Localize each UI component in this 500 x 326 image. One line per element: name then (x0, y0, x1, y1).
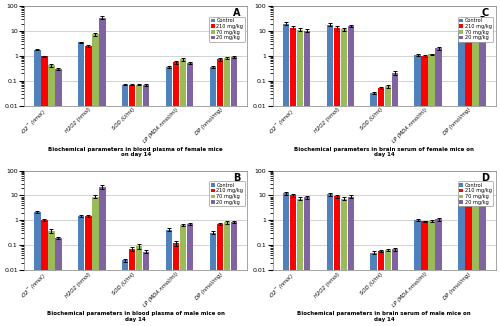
Bar (216, 224, 223, 326)
Bar (414, 220, 421, 326)
Bar (41, 56, 48, 326)
Bar (334, 196, 340, 326)
Bar (166, 67, 172, 326)
Text: B: B (233, 172, 240, 183)
Bar (78, 216, 84, 326)
Bar (34, 50, 40, 326)
Bar (326, 25, 333, 326)
Bar (428, 221, 435, 326)
Bar (472, 31, 478, 326)
Bar (326, 194, 333, 326)
Bar (378, 251, 384, 326)
Bar (187, 224, 193, 326)
Bar (92, 34, 98, 326)
Bar (230, 222, 237, 326)
Bar (290, 28, 296, 326)
Bar (180, 225, 186, 326)
X-axis label: Biochemical parameters in brain serum of female mice on
day 14: Biochemical parameters in brain serum of… (294, 147, 474, 157)
Bar (479, 18, 486, 326)
Bar (392, 73, 398, 326)
Bar (465, 31, 471, 326)
Bar (122, 85, 128, 326)
Legend: Control, 210 mg/kg, 70 mg/kg, 20 mg/kg: Control, 210 mg/kg, 70 mg/kg, 20 mg/kg (458, 181, 494, 206)
Bar (99, 18, 105, 326)
Bar (414, 55, 421, 326)
Text: D: D (481, 172, 489, 183)
Bar (55, 238, 62, 326)
Bar (297, 30, 304, 326)
Bar (85, 46, 91, 326)
X-axis label: Biochemical parameters in blood plasma of male mice on
day 14: Biochemical parameters in blood plasma o… (46, 311, 224, 322)
Legend: Control, 210 mg/kg, 70 mg/kg, 20 mg/kg: Control, 210 mg/kg, 70 mg/kg, 20 mg/kg (210, 181, 244, 206)
Bar (283, 23, 290, 326)
Bar (422, 56, 428, 326)
Bar (210, 233, 216, 326)
Bar (348, 26, 354, 326)
Bar (99, 187, 105, 326)
Bar (378, 88, 384, 326)
Bar (370, 253, 377, 326)
Bar (41, 220, 48, 326)
Bar (297, 199, 304, 326)
Bar (92, 197, 98, 326)
Bar (224, 222, 230, 326)
X-axis label: Biochemical parameters in blood plasma of female mice
on day 14: Biochemical parameters in blood plasma o… (48, 147, 223, 157)
Legend: Control, 210 mg/kg, 70 mg/kg, 20 mg/kg: Control, 210 mg/kg, 70 mg/kg, 20 mg/kg (210, 17, 244, 42)
Bar (172, 243, 179, 326)
Bar (166, 230, 172, 326)
Bar (136, 85, 142, 326)
Bar (85, 216, 91, 326)
Bar (384, 86, 391, 326)
Bar (180, 59, 186, 326)
Bar (340, 199, 347, 326)
Bar (384, 250, 391, 326)
Bar (122, 260, 128, 326)
X-axis label: Biochemical parameters in brain serum of male mice on
day 14: Biochemical parameters in brain serum of… (298, 311, 471, 322)
Bar (458, 198, 464, 326)
Text: A: A (233, 8, 240, 18)
Bar (304, 31, 310, 326)
Bar (458, 31, 464, 326)
Bar (348, 197, 354, 326)
Bar (479, 193, 486, 326)
Bar (465, 199, 471, 326)
Bar (304, 197, 310, 326)
Legend: Control, 210 mg/kg, 70 mg/kg, 20 mg/kg: Control, 210 mg/kg, 70 mg/kg, 20 mg/kg (458, 17, 494, 42)
Bar (436, 219, 442, 326)
Bar (230, 57, 237, 326)
Bar (422, 221, 428, 326)
Text: C: C (482, 8, 489, 18)
Bar (472, 198, 478, 326)
Bar (48, 65, 54, 326)
Bar (172, 62, 179, 326)
Bar (340, 29, 347, 326)
Bar (392, 249, 398, 326)
Bar (216, 59, 223, 326)
Bar (283, 193, 290, 326)
Bar (224, 58, 230, 326)
Bar (129, 85, 136, 326)
Bar (428, 54, 435, 326)
Bar (210, 67, 216, 326)
Bar (136, 246, 142, 326)
Bar (34, 212, 40, 326)
Bar (129, 249, 136, 326)
Bar (370, 93, 377, 326)
Bar (143, 252, 150, 326)
Bar (436, 49, 442, 326)
Bar (334, 28, 340, 326)
Bar (143, 85, 150, 326)
Bar (187, 63, 193, 326)
Bar (78, 42, 84, 326)
Bar (48, 231, 54, 326)
Bar (55, 69, 62, 326)
Bar (290, 196, 296, 326)
